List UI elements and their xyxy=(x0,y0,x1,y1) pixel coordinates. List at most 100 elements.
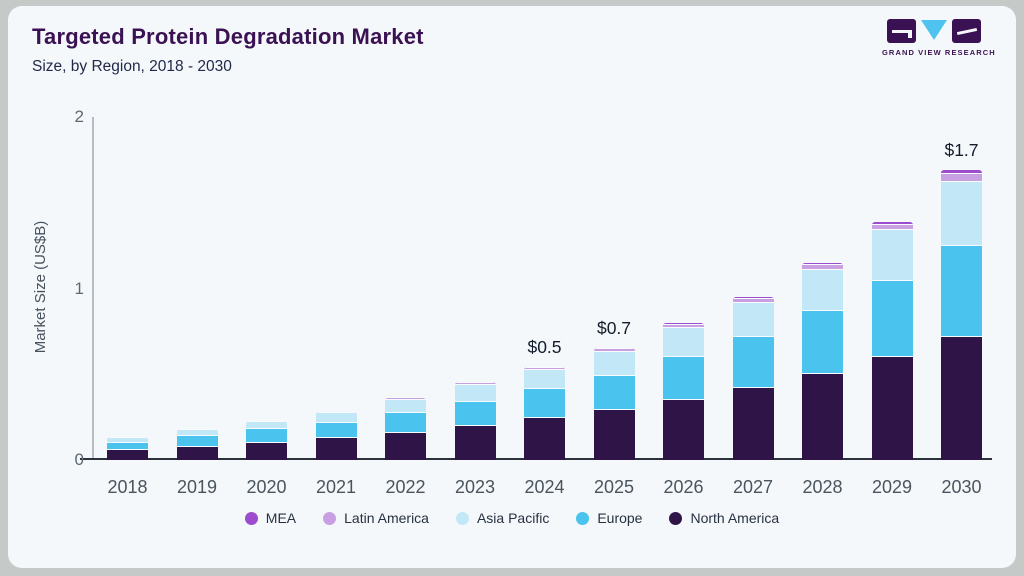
legend-item-asia-pacific: Asia Pacific xyxy=(455,510,550,526)
x-tick-label-2020: 2020 xyxy=(246,477,287,497)
x-tick-label-2027: 2027 xyxy=(732,477,774,497)
segment-europe xyxy=(593,375,635,411)
segment-latin-america xyxy=(176,429,218,431)
legend-label: Asia Pacific xyxy=(476,510,550,526)
segment-europe xyxy=(802,310,843,375)
segment-europe xyxy=(941,245,982,337)
y-tick-label-1: 1 xyxy=(74,278,84,298)
y-tick-label-2: 2 xyxy=(74,107,84,126)
legend-label: Europe xyxy=(597,510,643,526)
segment-mea xyxy=(941,170,982,175)
x-tick-label-2025: 2025 xyxy=(593,477,635,497)
segment-north-america xyxy=(385,432,426,460)
segment-europe xyxy=(732,337,774,388)
segment-latin-america xyxy=(802,265,843,270)
stacked-bar-2024 xyxy=(524,366,565,460)
segment-north-america xyxy=(246,443,287,460)
segment-north-america xyxy=(593,410,635,460)
chart-card: Targeted Protein Degradation Market Size… xyxy=(8,6,1016,568)
segment-north-america xyxy=(176,446,218,460)
segment-north-america xyxy=(454,425,496,460)
segment-europe xyxy=(107,442,148,450)
segment-latin-america xyxy=(663,324,704,328)
logo-g-block xyxy=(887,19,916,43)
chart-legend: MEA Latin America Asia Pacific Europe North … xyxy=(8,510,1016,526)
segment-latin-america xyxy=(315,412,357,414)
stacked-bar-2019 xyxy=(176,429,218,460)
segment-mea xyxy=(454,382,496,384)
legend-swatch-icon xyxy=(244,511,258,525)
stacked-bar-2029 xyxy=(871,222,913,460)
legend-swatch-icon xyxy=(576,511,590,525)
segment-asia-pacific xyxy=(176,430,218,436)
value-label-2024: $0.5 xyxy=(527,336,562,357)
segment-asia-pacific xyxy=(941,182,982,246)
legend-item-latin-america: Latin America xyxy=(323,510,429,526)
x-tick-label-2022: 2022 xyxy=(385,477,426,497)
segment-latin-america xyxy=(593,349,635,352)
segment-asia-pacific xyxy=(315,413,357,423)
segment-asia-pacific xyxy=(524,369,565,389)
segment-europe xyxy=(663,357,704,400)
stacked-bar-2018 xyxy=(107,437,148,460)
logo-wordmark: GRAND VIEW RESEARCH xyxy=(882,48,996,57)
x-tick-label-2029: 2029 xyxy=(871,477,913,497)
segment-mea xyxy=(663,323,704,325)
segment-europe xyxy=(315,422,357,439)
x-tick-label-2023: 2023 xyxy=(454,477,496,497)
stacked-bar-2027 xyxy=(732,297,774,460)
value-label-2025: $0.7 xyxy=(596,317,632,338)
stacked-bar-2023 xyxy=(454,382,496,460)
logo-r-block xyxy=(952,19,981,43)
legend-item-north-america: North America xyxy=(669,510,779,526)
legend-swatch-icon xyxy=(323,511,337,525)
gvr-logo-marks xyxy=(882,18,986,44)
segment-latin-america xyxy=(246,421,287,423)
segment-latin-america xyxy=(524,367,565,370)
y-axis-line xyxy=(92,117,94,460)
segment-north-america xyxy=(732,387,774,460)
segment-asia-pacific xyxy=(732,303,774,338)
segment-europe xyxy=(246,428,287,444)
segment-europe xyxy=(524,388,565,418)
segment-mea xyxy=(871,222,913,226)
page-subtitle: Size, by Region, 2018 - 2030 xyxy=(32,58,232,75)
stacked-bar-2022 xyxy=(385,397,426,460)
segment-asia-pacific xyxy=(385,399,426,413)
grand-view-research-logo: GRAND VIEW RESEARCH xyxy=(882,18,996,57)
segment-asia-pacific xyxy=(454,385,496,402)
segment-north-america xyxy=(663,399,704,460)
segment-north-america xyxy=(941,336,982,460)
page-title: Targeted Protein Degradation Market xyxy=(32,24,424,49)
segment-asia-pacific xyxy=(107,437,148,443)
segment-north-america xyxy=(802,374,843,460)
segment-mea xyxy=(524,366,565,368)
stacked-bar-2030 xyxy=(941,170,982,460)
stacked-bar-2025 xyxy=(593,347,635,460)
y-tick-label-0: 0 xyxy=(74,450,84,469)
segment-asia-pacific xyxy=(663,327,704,358)
segment-latin-america xyxy=(385,398,426,400)
stacked-bar-2028 xyxy=(802,262,843,460)
legend-swatch-icon xyxy=(669,511,683,525)
legend-label: Latin America xyxy=(344,510,429,526)
x-tick-label-2028: 2028 xyxy=(802,477,843,497)
segment-north-america xyxy=(107,449,148,460)
segment-mea xyxy=(732,297,774,300)
x-tick-label-2019: 2019 xyxy=(176,477,218,497)
segment-mea xyxy=(802,262,843,266)
segment-europe xyxy=(176,435,218,447)
segment-north-america xyxy=(871,357,913,460)
segment-latin-america xyxy=(107,437,148,438)
legend-label: North America xyxy=(690,510,780,526)
legend-item-mea: MEA xyxy=(244,510,297,526)
segment-europe xyxy=(871,280,913,358)
segment-europe xyxy=(454,401,496,426)
segment-north-america xyxy=(315,438,357,460)
plot-area: 2018 2019 2020 2021 2022 2023 2024 2025 2026 2027… xyxy=(107,117,991,497)
legend-label: MEA xyxy=(265,510,297,526)
segment-mea xyxy=(315,411,357,413)
segment-asia-pacific xyxy=(802,269,843,311)
segment-asia-pacific xyxy=(871,230,913,281)
segment-asia-pacific xyxy=(593,351,635,376)
